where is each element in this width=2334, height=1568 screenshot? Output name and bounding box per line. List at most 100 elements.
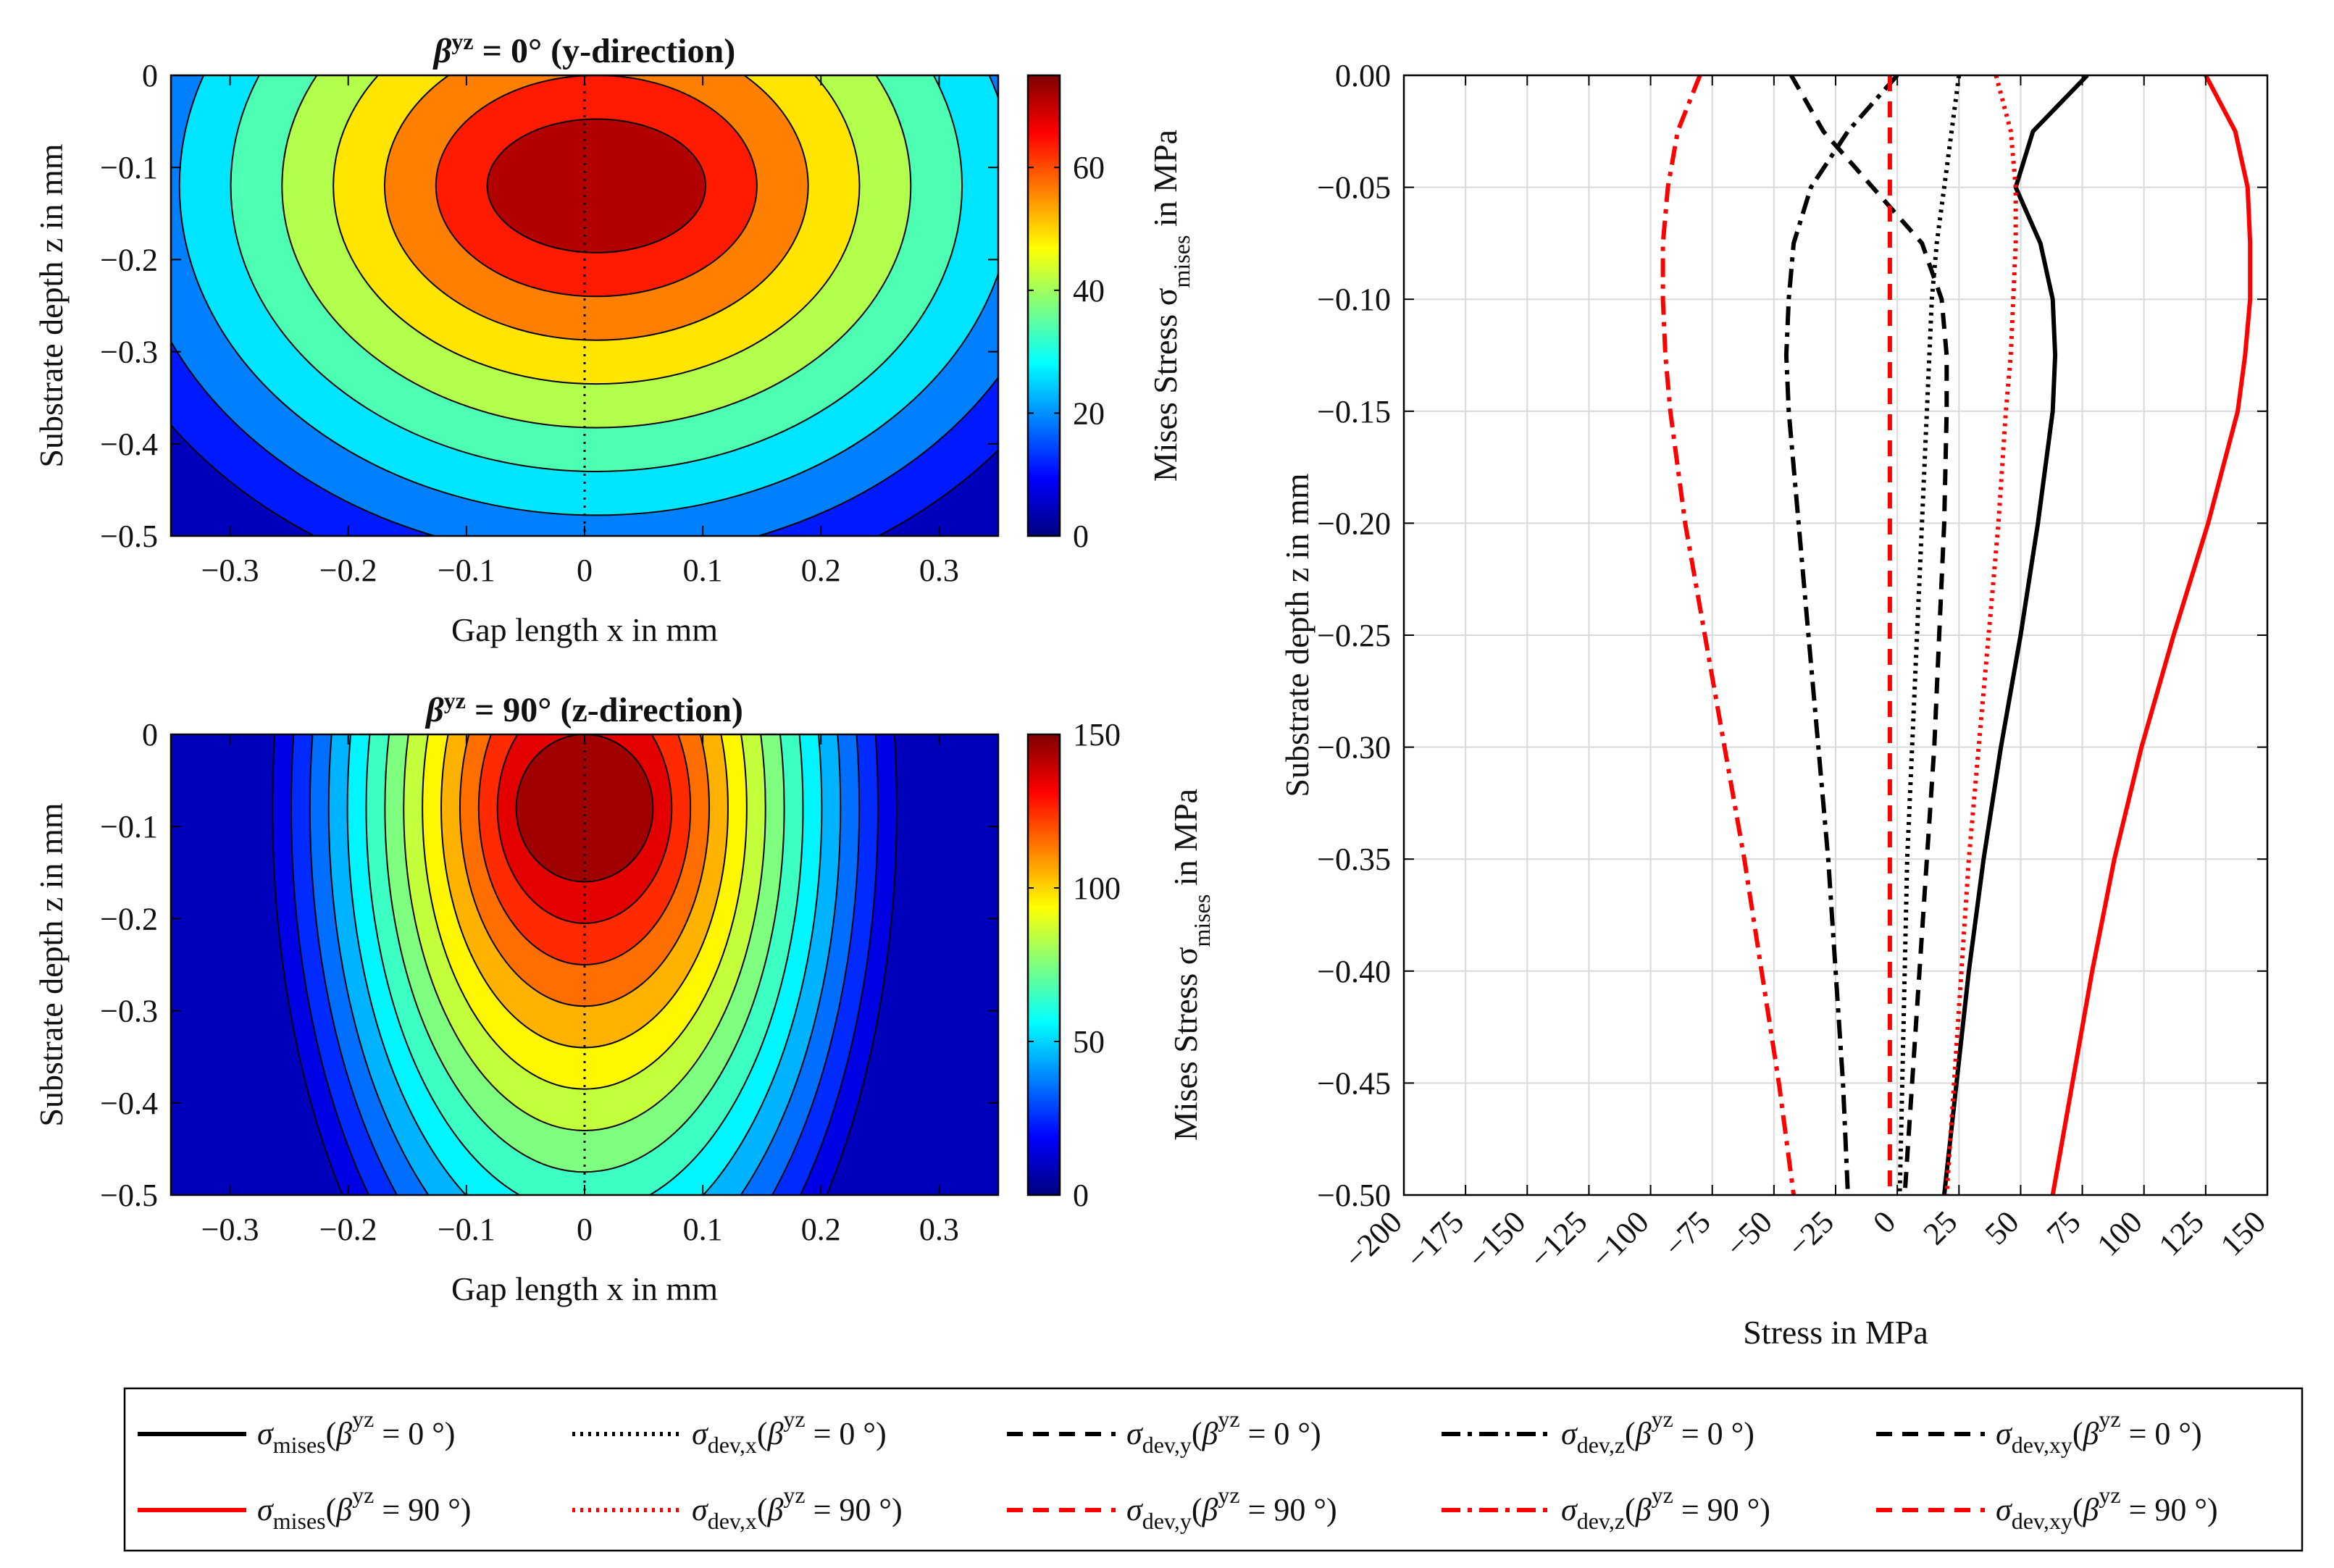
contour-bottom-title: βyz = 90° (z-direction) (424, 687, 743, 729)
x-tick-label: −150 (1460, 1204, 1532, 1275)
contour-band-9 (486, 118, 707, 253)
contour-top-y-ticks: 0 −0.1 −0.2 −0.3 −0.4 −0.5 (100, 58, 998, 554)
y-tick-label: −0.35 (1317, 842, 1391, 877)
y-tick-label: −0.50 (1317, 1178, 1391, 1213)
y-tick-label: −0.45 (1317, 1065, 1391, 1101)
profile-y-ticks: 0.00 −0.05 −0.10 −0.15 −0.20 −0.25 −0.30 −0.35 −… (1317, 58, 2267, 1213)
x-tick-label: −175 (1399, 1204, 1471, 1275)
legend-box (123, 1387, 2304, 1552)
contour-top-xlabel: Gap length x in mm (451, 611, 718, 648)
contour-top-panel: βyz = 0° (y-direction) −0.3 −0.2 −0.1 0 0.1 0… (33, 28, 1195, 648)
colorbar-tick-label: 50 (1073, 1024, 1105, 1060)
colorbar-tick-label: 60 (1073, 150, 1105, 185)
profile-series (1660, 75, 2253, 1195)
x-tick-label: 75 (2040, 1204, 2088, 1252)
cb-bot-label-pre: Mises Stress σ (1167, 947, 1204, 1141)
contour-bottom-fill (171, 734, 998, 1195)
series-line-2 (1789, 75, 1949, 1195)
legend: σmises​(βyz​ = 0 °) σdev,x​(βyz​ = 0 °) σd… (123, 1387, 2304, 1552)
contour-bottom-colorbar (1026, 733, 1061, 1196)
contour-top-colorbar-label: Mises Stress σmises in MPa (1147, 130, 1195, 482)
x-tick-label: −0.2 (319, 553, 377, 588)
contour-top-title-rest: = 0° (y-direction) (474, 32, 736, 70)
x-tick-label: −100 (1584, 1204, 1656, 1275)
legend-entry-2: σdev,y​(βyz​ = 0 °) (1126, 1406, 1321, 1458)
x-tick-label: 50 (1978, 1204, 2026, 1252)
contour-top-x-ticks: −0.3 −0.2 −0.1 0 0.1 0.2 0.3 (201, 75, 959, 588)
x-tick-label: 150 (2214, 1204, 2272, 1262)
y-tick-label: −0.25 (1317, 618, 1391, 653)
x-tick-label: 0.1 (683, 1212, 723, 1247)
contour-top-title-beta: β (432, 32, 452, 70)
y-tick-label: 0 (142, 58, 158, 93)
x-tick-label: −0.2 (319, 1212, 377, 1247)
y-tick-label: −0.4 (100, 427, 158, 462)
legend-entry-4: σdev,xy​(βyz​ = 0 °) (1996, 1406, 2202, 1458)
x-tick-label: 100 (2090, 1204, 2149, 1262)
x-tick-label: 0 (577, 1212, 593, 1247)
x-tick-label: 125 (2152, 1204, 2211, 1262)
colorbar-tick-label: 0 (1073, 519, 1089, 554)
y-tick-label: −0.15 (1317, 394, 1391, 429)
contour-top-title: βyz = 0° (y-direction) (432, 28, 735, 70)
y-tick-label: −0.30 (1317, 730, 1391, 766)
x-tick-label: 0.3 (919, 1212, 959, 1247)
contour-bottom-xlabel: Gap length x in mm (451, 1270, 718, 1307)
cb-top-label-post: in MPa (1147, 130, 1184, 235)
contour-bottom-x-ticks: −0.3 −0.2 −0.1 0 0.1 0.2 0.3 (201, 734, 959, 1247)
colorbar-tick-label: 100 (1073, 871, 1121, 906)
x-tick-label: 0 (577, 553, 593, 588)
y-tick-label: 0 (142, 717, 158, 752)
contour-top-colorbar (1026, 74, 1061, 537)
x-tick-label: 0 (1866, 1204, 1902, 1240)
legend-entry-6: σdev,x​(βyz​ = 90 °) (692, 1482, 903, 1534)
y-tick-label: −0.1 (100, 809, 158, 844)
x-tick-label: −0.1 (438, 553, 495, 588)
contour-bottom-ylabel: Substrate depth z in mm (33, 802, 70, 1126)
colorbar-tick-label: 0 (1073, 1178, 1089, 1213)
profile-grid (1403, 75, 2268, 1196)
y-tick-label: −0.3 (100, 335, 158, 370)
legend-entry-8: σdev,z​(βyz​ = 90 °) (1561, 1482, 1770, 1534)
profile-x-ticks: −200−175−150−125−100 −75 −50 −25 0 25 50 75 100 1… (1337, 75, 2272, 1275)
contour-bottom-panel: βyz = 90° (z-direction) −0.3 −0.2 −0.1 0 0.1… (33, 687, 1215, 1307)
x-tick-label: −125 (1523, 1204, 1594, 1275)
legend-entry-9: σdev,xy​(βyz​ = 90 °) (1996, 1482, 2218, 1534)
y-tick-label: −0.4 (100, 1086, 158, 1121)
contour-top-ylabel: Substrate depth z in mm (33, 143, 70, 467)
x-tick-label: 0.2 (801, 553, 841, 588)
colorbar-tick-label: 150 (1073, 717, 1121, 752)
x-tick-label: −200 (1337, 1204, 1409, 1275)
series-line-3 (1783, 75, 1899, 1195)
colorbar-tick-label: 20 (1073, 395, 1105, 431)
contour-bottom-title-sup: yz (444, 687, 466, 713)
x-tick-label: 0.1 (683, 553, 723, 588)
contour-bottom-y-ticks: 0 −0.1 −0.2 −0.3 −0.4 −0.5 (100, 717, 998, 1213)
y-tick-label: −0.2 (100, 901, 158, 936)
legend-entry-1: σdev,x​(βyz​ = 0 °) (692, 1406, 887, 1458)
series-line-5 (2050, 75, 2253, 1195)
y-tick-label: −0.1 (100, 150, 158, 185)
y-tick-label: −0.40 (1317, 954, 1391, 989)
cb-top-label-pre: Mises Stress σ (1147, 288, 1184, 482)
contour-bottom-colorbar-ticks: 0 50 100 150 (1028, 717, 1121, 1213)
y-tick-label: −0.5 (100, 519, 158, 554)
legend-entry-7: σdev,y​(βyz​ = 90 °) (1126, 1482, 1337, 1534)
profile-panel: −200−175−150−125−100 −75 −50 −25 0 25 50 75 100 1… (1279, 58, 2272, 1351)
x-tick-label: −25 (1781, 1204, 1841, 1264)
y-tick-label: −0.5 (100, 1178, 158, 1213)
y-tick-label: −0.2 (100, 242, 158, 277)
cb-bot-label-post: in MPa (1167, 789, 1204, 894)
contour-top-title-sup: yz (451, 28, 473, 54)
contour-bottom-colorbar-label: Mises Stress σmises in MPa (1167, 789, 1215, 1141)
contour-top-colorbar-ticks: 0 20 40 60 (1028, 150, 1105, 554)
x-tick-label: −50 (1719, 1204, 1779, 1264)
legend-entry-5: σmises​(βyz​ = 90 °) (257, 1482, 471, 1534)
x-tick-label: −0.1 (438, 1212, 495, 1247)
contour-top-fill (171, 75, 998, 536)
cb-bot-label-sub: mises (1189, 894, 1215, 947)
legend-items: σmises​(βyz​ = 0 °) σdev,x​(βyz​ = 0 °) σd… (138, 1406, 2218, 1534)
y-tick-label: −0.05 (1317, 170, 1391, 206)
x-tick-label: 0.3 (919, 553, 959, 588)
series-line-1 (1897, 75, 1962, 1195)
